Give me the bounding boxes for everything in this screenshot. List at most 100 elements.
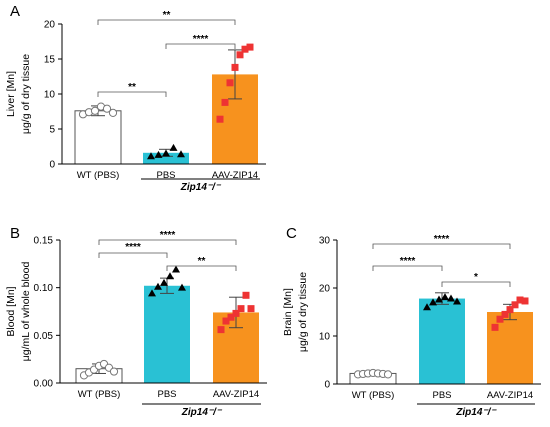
significance-bracket [97,19,236,25]
significance-bracket [372,243,511,249]
group-label: Zip14⁻/⁻ [180,182,222,193]
data-point [506,306,514,314]
data-point [227,313,235,321]
group-label: Zip14⁻/⁻ [455,407,497,418]
significance-label: **** [434,234,450,245]
x-category-label: AAV-ZIP14 [487,390,533,401]
data-point [511,301,519,309]
data-point [148,289,156,297]
data-point [217,326,225,334]
significance-label: **** [400,256,416,267]
data-point [496,315,504,323]
data-point [160,278,168,286]
y-tick-label: 20 [319,284,331,295]
significance-bracket [98,239,237,245]
data-point [236,51,244,59]
significance-bracket [97,91,167,97]
data-point [166,272,174,280]
data-point [383,370,393,379]
panel-c: C 0 10 20 30 Brain [Mn] μg/g of dry tissue WT (… [282,225,541,418]
significance-bracket [166,265,237,271]
significance-label: * [474,272,478,283]
panel-a: A 0 5 10 15 20 Liver [Mn] μg/g of dry tissue WT … [5,3,266,193]
bar [419,298,465,384]
data-point [172,265,180,273]
data-point [221,98,229,106]
data-point [90,106,100,115]
significance-label: ** [128,82,136,93]
data-point [216,115,224,123]
data-point [222,317,230,325]
y-tick-label: 5 [49,125,55,136]
panel-letter: C [286,225,297,242]
data-point [242,291,250,299]
data-point [429,298,437,306]
significance-bracket [441,281,511,287]
y-tick-label: 20 [44,20,56,31]
y-tick-label: 0 [49,160,55,171]
bar [74,110,122,165]
significance-label: **** [160,230,176,241]
data-point [501,310,509,318]
data-point [162,149,170,157]
bar [144,285,190,383]
y-tick-label: 0.15 [34,236,54,247]
y-axis-label: Blood [Mn] [5,286,17,336]
x-category-label: PBS [157,389,176,400]
group-label: Zip14⁻/⁻ [181,407,223,418]
y-tick-label: 10 [319,332,331,343]
data-point [232,309,240,317]
x-category-label: PBS [156,170,175,181]
x-category-label: AAV-ZIP14 [213,389,259,400]
panel-letter: B [10,225,20,242]
data-point [177,150,185,158]
x-category-label: WT (PBS) [352,390,395,401]
y-tick-label: 0.00 [34,379,54,390]
data-point [108,108,118,118]
significance-bracket [372,265,443,271]
data-point [241,45,249,53]
significance-label: **** [125,242,141,253]
panel-letter: A [10,3,20,20]
x-category-label: AAV-ZIP14 [212,170,258,181]
x-category-label: PBS [432,390,451,401]
data-point [246,43,254,51]
data-point [247,305,255,313]
significance-label: ** [163,10,171,21]
data-point [231,63,239,71]
data-point [169,143,178,151]
data-point [453,297,461,305]
y-tick-label: 15 [44,55,56,66]
data-point [154,282,162,290]
data-point [109,367,119,376]
y-tick-label: 0.10 [34,283,54,294]
data-point [516,296,524,304]
y-axis-label: μg/mL of whole blood [20,262,32,362]
y-tick-label: 30 [319,236,331,247]
bar [143,152,189,164]
data-point [423,303,431,311]
data-point [447,294,455,302]
y-axis-label: Brain [Mn] [282,288,294,336]
x-category-label: WT (PBS) [77,170,120,181]
data-point [147,152,155,160]
bar [487,312,533,384]
y-tick-label: 0 [324,380,330,391]
data-point [178,283,186,291]
y-tick-label: 10 [44,90,56,101]
y-axis-label: μg/g of dry tissue [297,272,309,352]
data-point [441,293,449,301]
panel-b: B 0.00 0.05 0.10 0.15 Blood [Mn] μg/mL of whol… [5,225,267,418]
x-category-label: WT (PBS) [78,389,121,400]
significance-label: **** [193,34,209,45]
data-point [435,295,443,303]
y-axis-label: μg/g of dry tissue [20,54,32,134]
data-point [237,305,245,313]
data-point [102,104,112,113]
data-point [521,297,529,305]
data-point [491,323,499,331]
y-axis-label: Liver [Mn] [5,71,17,117]
data-point [226,79,234,87]
significance-bracket [98,252,168,258]
